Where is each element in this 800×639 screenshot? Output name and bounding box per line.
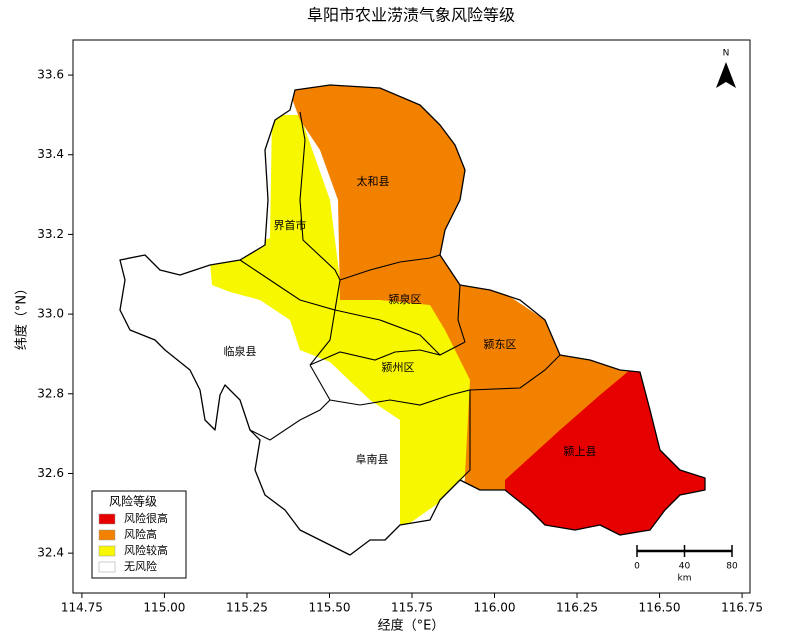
y-tick-label: 32.6 <box>37 466 64 480</box>
zone-moderate <box>210 115 470 530</box>
y-tick-label: 32.8 <box>37 386 64 400</box>
legend-label: 风险高 <box>124 527 157 541</box>
inner-border <box>457 284 466 343</box>
y-tick-label: 33.4 <box>37 147 64 161</box>
scale-label: 80 <box>726 562 738 572</box>
region-label: 阜南县 <box>356 453 389 466</box>
map-title: 阜阳市农业涝渍气象风险等级 <box>307 6 515 25</box>
x-tick-label: 116.00 <box>474 601 516 615</box>
inner-border <box>239 259 341 311</box>
region-label: 界首市 <box>274 218 307 232</box>
scale-label: 40 <box>679 562 691 572</box>
county-borders <box>119 84 706 556</box>
north-arrow-shape <box>716 62 736 88</box>
outer-border <box>119 84 706 556</box>
region-label: 颍州区 <box>382 361 415 374</box>
legend-swatch <box>98 545 116 557</box>
y-tick-label: 32.4 <box>37 546 64 560</box>
x-tick-label: 116.25 <box>556 601 598 615</box>
legend-swatch <box>98 529 116 541</box>
x-tick-label: 114.75 <box>61 601 103 615</box>
y-tick-label: 33.6 <box>37 68 64 82</box>
x-tick-label: 116.50 <box>639 601 681 615</box>
legend-label: 风险较高 <box>124 543 168 557</box>
region-label: 太和县 <box>357 175 390 188</box>
y-axis-label: 纬度（°N） <box>14 282 30 350</box>
y-tick-label: 33.0 <box>37 307 64 321</box>
inner-border <box>334 309 441 356</box>
legend-swatch <box>98 513 116 525</box>
legend-label: 风险很高 <box>124 511 168 525</box>
scale-unit: km <box>678 574 692 584</box>
region-label: 颍泉区 <box>389 292 422 306</box>
legend-title: 风险等级 <box>109 494 157 509</box>
legend-label: 无风险 <box>124 559 157 573</box>
x-tick-label: 115.00 <box>143 601 185 615</box>
scale-label: 0 <box>634 562 640 572</box>
north-arrow <box>716 62 736 88</box>
inner-border <box>299 111 441 281</box>
region-label: 临泉县 <box>224 344 257 358</box>
inner-border <box>309 364 471 481</box>
inner-border <box>249 399 331 441</box>
x-tick-label: 115.25 <box>226 601 268 615</box>
x-tick-label: 116.75 <box>721 601 763 615</box>
region-label: 颍上县 <box>564 445 597 458</box>
x-tick-label: 115.50 <box>308 601 350 615</box>
north-label: N <box>723 49 730 59</box>
y-tick-label: 33.2 <box>37 227 64 241</box>
region-label: 颍东区 <box>484 338 517 351</box>
legend-swatch <box>98 561 116 573</box>
inner-border <box>469 354 561 391</box>
x-axis-label: 经度（°E） <box>378 618 445 634</box>
inner-border <box>309 309 466 366</box>
x-tick-label: 115.75 <box>391 601 433 615</box>
